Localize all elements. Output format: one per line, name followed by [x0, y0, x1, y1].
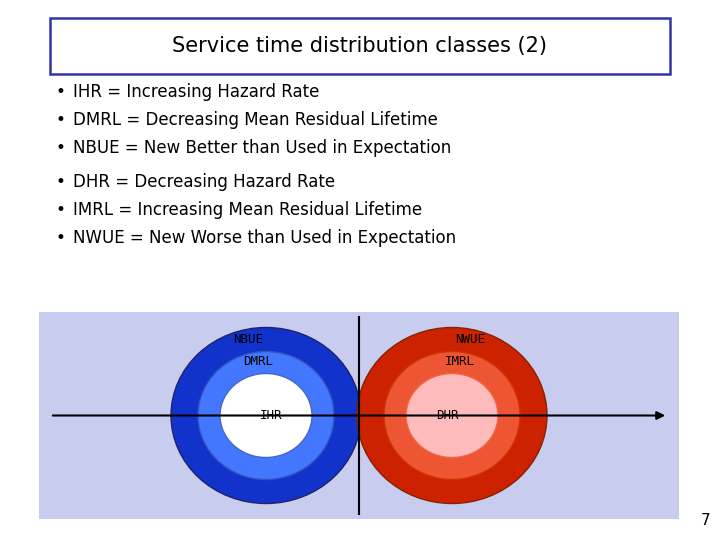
- Text: •: •: [55, 139, 65, 157]
- Text: 7: 7: [701, 513, 710, 528]
- Text: DMRL = Decreasing Mean Residual Lifetime: DMRL = Decreasing Mean Residual Lifetime: [73, 111, 438, 129]
- Text: DMRL: DMRL: [243, 355, 273, 368]
- Text: IMRL = Increasing Mean Residual Lifetime: IMRL = Increasing Mean Residual Lifetime: [73, 201, 422, 219]
- Text: NWUE = New Worse than Used in Expectation: NWUE = New Worse than Used in Expectatio…: [73, 229, 456, 247]
- Ellipse shape: [357, 327, 547, 503]
- FancyBboxPatch shape: [39, 312, 679, 519]
- Ellipse shape: [171, 327, 361, 503]
- FancyBboxPatch shape: [50, 18, 670, 74]
- Text: •: •: [55, 173, 65, 191]
- Ellipse shape: [406, 374, 498, 457]
- Text: DHR = Decreasing Hazard Rate: DHR = Decreasing Hazard Rate: [73, 173, 335, 191]
- Text: NWUE: NWUE: [455, 333, 485, 346]
- Text: •: •: [55, 83, 65, 101]
- Text: •: •: [55, 201, 65, 219]
- Text: Service time distribution classes (2): Service time distribution classes (2): [173, 36, 547, 56]
- Text: NBUE = New Better than Used in Expectation: NBUE = New Better than Used in Expectati…: [73, 139, 451, 157]
- Text: IMRL: IMRL: [445, 355, 475, 368]
- Text: IHR = Increasing Hazard Rate: IHR = Increasing Hazard Rate: [73, 83, 320, 101]
- Ellipse shape: [198, 352, 334, 480]
- Text: DHR: DHR: [436, 409, 458, 422]
- Text: •: •: [55, 229, 65, 247]
- Text: IHR: IHR: [260, 409, 282, 422]
- Ellipse shape: [384, 352, 520, 480]
- Ellipse shape: [220, 374, 312, 457]
- Text: NBUE: NBUE: [233, 333, 263, 346]
- Text: •: •: [55, 111, 65, 129]
